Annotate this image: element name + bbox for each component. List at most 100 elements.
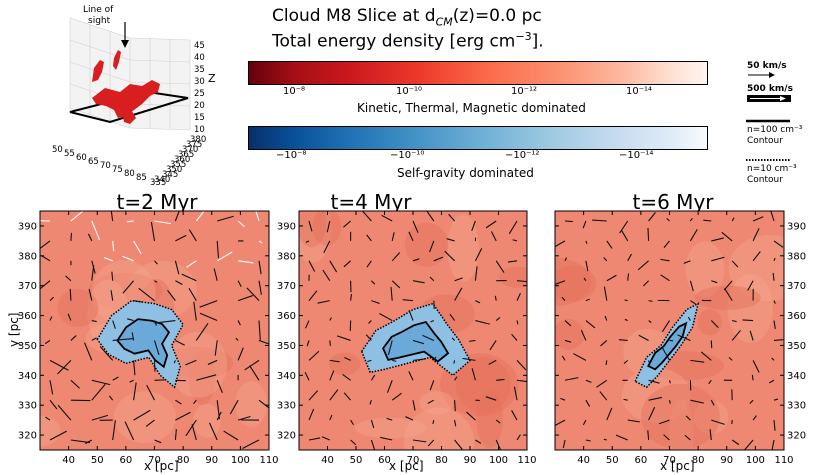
velocity-arrow (133, 360, 136, 376)
velocity-arrow (624, 318, 628, 322)
velocity-arrow (648, 379, 660, 384)
velocity-arrow (490, 231, 497, 242)
velocity-arrow (731, 329, 741, 341)
velocity-arrow (242, 439, 260, 449)
velocity-arrow (49, 430, 67, 441)
y-tick-label: 350 (18, 341, 37, 352)
velocity-arrow (99, 346, 114, 361)
velocity-arrow (564, 257, 568, 262)
y-tick-label: 360 (18, 311, 37, 322)
legend-solid-text-1: n=100 cm⁻³ (747, 125, 803, 135)
legend-dotted-text-1: n=10 cm⁻³ (747, 164, 797, 174)
velocity-arrow (453, 360, 456, 364)
velocity-arrow (564, 339, 572, 343)
velocity-arrow (361, 211, 372, 222)
velocity-arrow (391, 392, 402, 401)
velocity-arrow (426, 211, 435, 222)
velocity-arrow (685, 415, 691, 421)
velocity-arrow (663, 434, 670, 441)
velocity-arrow (429, 276, 435, 282)
velocity-arrow (67, 313, 72, 321)
inset-3d-plot: 45 40 35 30 25 20 15 10 Z 50 55 60 65 70… (30, 0, 240, 188)
velocity-arrow (45, 416, 51, 421)
velocity-arrow (216, 380, 223, 394)
velocity-arrow (511, 410, 518, 421)
velocity-arrow (70, 379, 80, 389)
velocity-arrow (749, 399, 754, 404)
y-tick-label: 320 (787, 431, 806, 442)
velocity-arrow (555, 419, 566, 427)
velocity-arrow (618, 339, 628, 342)
velocity-arrow (44, 339, 51, 345)
y-tick-label: 330 (277, 401, 296, 412)
z-tick: 45 (194, 41, 205, 51)
velocity-arrow (350, 294, 353, 301)
velocity-arrow (495, 316, 501, 321)
legend-solid-line (746, 119, 790, 123)
density-patch (40, 415, 61, 447)
y-tick: 345 (162, 170, 178, 180)
velocity-arrow (103, 256, 113, 262)
x-tick: 85 (136, 173, 147, 183)
velocity-arrow (752, 360, 760, 373)
velocity-arrow (516, 320, 519, 325)
velocity-arrow (235, 337, 239, 341)
velocity-arrow (585, 439, 591, 442)
x-tick-label: 80 (435, 455, 448, 466)
velocity-arrow (773, 240, 784, 248)
velocity-arrow (743, 439, 754, 450)
velocity-arrow (408, 309, 414, 321)
z-tick: 25 (194, 89, 205, 99)
z-tick: 20 (194, 101, 205, 111)
velocity-arrow (216, 251, 233, 262)
velocity-arrow (731, 260, 739, 268)
velocity-arrow (181, 273, 197, 282)
velocity-arrow (683, 260, 691, 264)
velocity-arrow (154, 319, 176, 324)
velocity-arrow (145, 419, 155, 427)
velocity-arrow (648, 360, 651, 364)
velocity-arrow (368, 320, 372, 324)
velocity-arrow (216, 240, 220, 259)
velocity-arrow (466, 411, 476, 421)
velocity-arrow (475, 439, 482, 444)
velocity-arrow (474, 266, 478, 281)
velocity-arrow (647, 430, 650, 441)
velocity-arrow (412, 400, 416, 411)
density-patch (555, 257, 592, 306)
y-tick: 375 (186, 140, 202, 150)
velocity-arrow (412, 258, 420, 262)
velocity-arrow (648, 396, 663, 401)
velocity-arrow (751, 374, 754, 381)
velocity-arrow (606, 274, 617, 282)
z-tick-labels: 45 40 35 30 25 20 15 10 Z (194, 41, 216, 135)
velocity-arrow (560, 397, 566, 401)
panel-title-1: t=2 Myr (116, 190, 198, 214)
density-patch (193, 403, 221, 438)
velocity-arrow (391, 252, 401, 262)
velocity-arrow (600, 340, 608, 347)
velocity-arrow (689, 229, 698, 242)
velocity-arrow (84, 439, 93, 445)
velocity-arrow (370, 374, 376, 381)
velocity-arrow (708, 379, 712, 385)
velocity-arrow (154, 260, 158, 265)
velocity-arrow (454, 400, 456, 412)
velocity-arrow (603, 257, 608, 262)
velocity-arrow (214, 340, 218, 356)
velocity-arrow (433, 356, 437, 361)
y-tick-label: 390 (277, 221, 296, 232)
velocity-arrow (448, 213, 456, 222)
velocity-arrow (585, 260, 589, 272)
velocity-arrow (709, 429, 712, 441)
velocity-arrow (321, 436, 331, 441)
velocity-arrow (207, 359, 218, 365)
velocity-arrow (188, 229, 197, 242)
velocity-arrow (366, 234, 372, 242)
velocity-arrow (91, 337, 97, 341)
z-tick: 10 (194, 125, 205, 135)
density-patch (447, 214, 479, 282)
velocity-arrow (70, 439, 91, 444)
x-tick: 65 (88, 157, 99, 167)
velocity-arrow (711, 256, 725, 262)
